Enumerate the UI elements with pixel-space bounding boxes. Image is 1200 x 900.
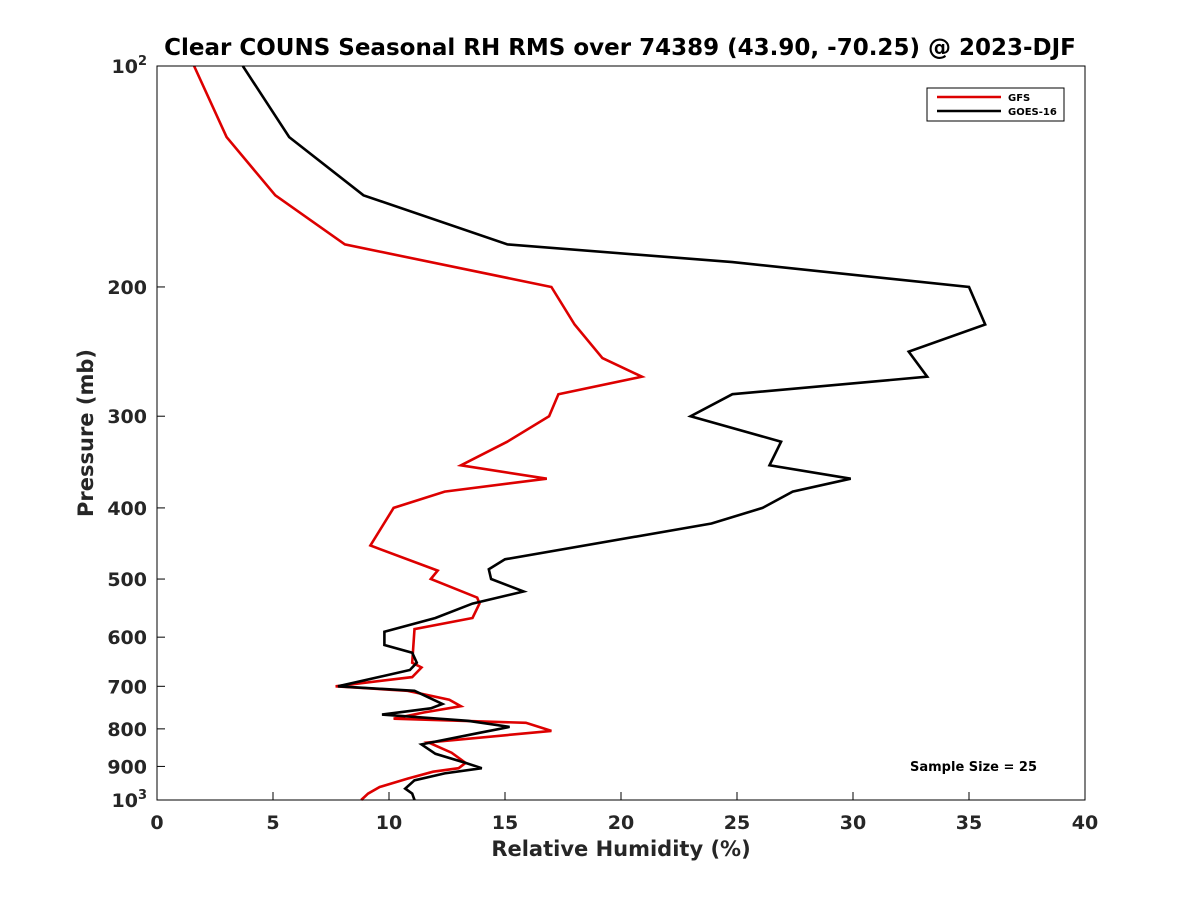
- y-tick-label: 200: [107, 277, 147, 299]
- legend: [926, 87, 1065, 122]
- chart-title: Clear COUNS Seasonal RH RMS over 74389 (…: [164, 35, 1076, 61]
- y-tick-label: 800: [107, 719, 147, 741]
- x-tick-label: 10: [376, 812, 402, 834]
- y-tick-label: 500: [107, 569, 147, 591]
- y-tick-label: 900: [107, 756, 147, 778]
- y-tick-label: 700: [107, 676, 147, 698]
- x-tick-label: 20: [608, 812, 634, 834]
- x-tick-label: 5: [266, 812, 279, 834]
- series-line-goes-16: [241, 65, 987, 801]
- x-axis-label: Relative Humidity (%): [491, 837, 750, 861]
- legend-label: GOES-16: [1008, 107, 1057, 118]
- x-tick-label: 30: [840, 812, 866, 834]
- x-tick-label: 35: [956, 812, 982, 834]
- legend-label: GFS: [1008, 93, 1030, 104]
- x-tick-label: 40: [1072, 812, 1098, 834]
- x-tick-label: 25: [724, 812, 750, 834]
- x-tick-label: 0: [150, 812, 163, 834]
- y-tick-label: 103: [112, 788, 148, 812]
- x-tick-label: 15: [492, 812, 518, 834]
- series-line-gfs: [192, 65, 646, 801]
- y-tick-label: 600: [107, 627, 147, 649]
- y-axis-label: Pressure (mb): [74, 349, 98, 517]
- y-tick-label: 300: [107, 406, 147, 428]
- sample-size-annotation: Sample Size = 25: [910, 760, 1037, 775]
- plot-area: [156, 65, 1086, 801]
- y-tick-label: 102: [112, 54, 148, 78]
- y-tick-label: 400: [107, 498, 147, 520]
